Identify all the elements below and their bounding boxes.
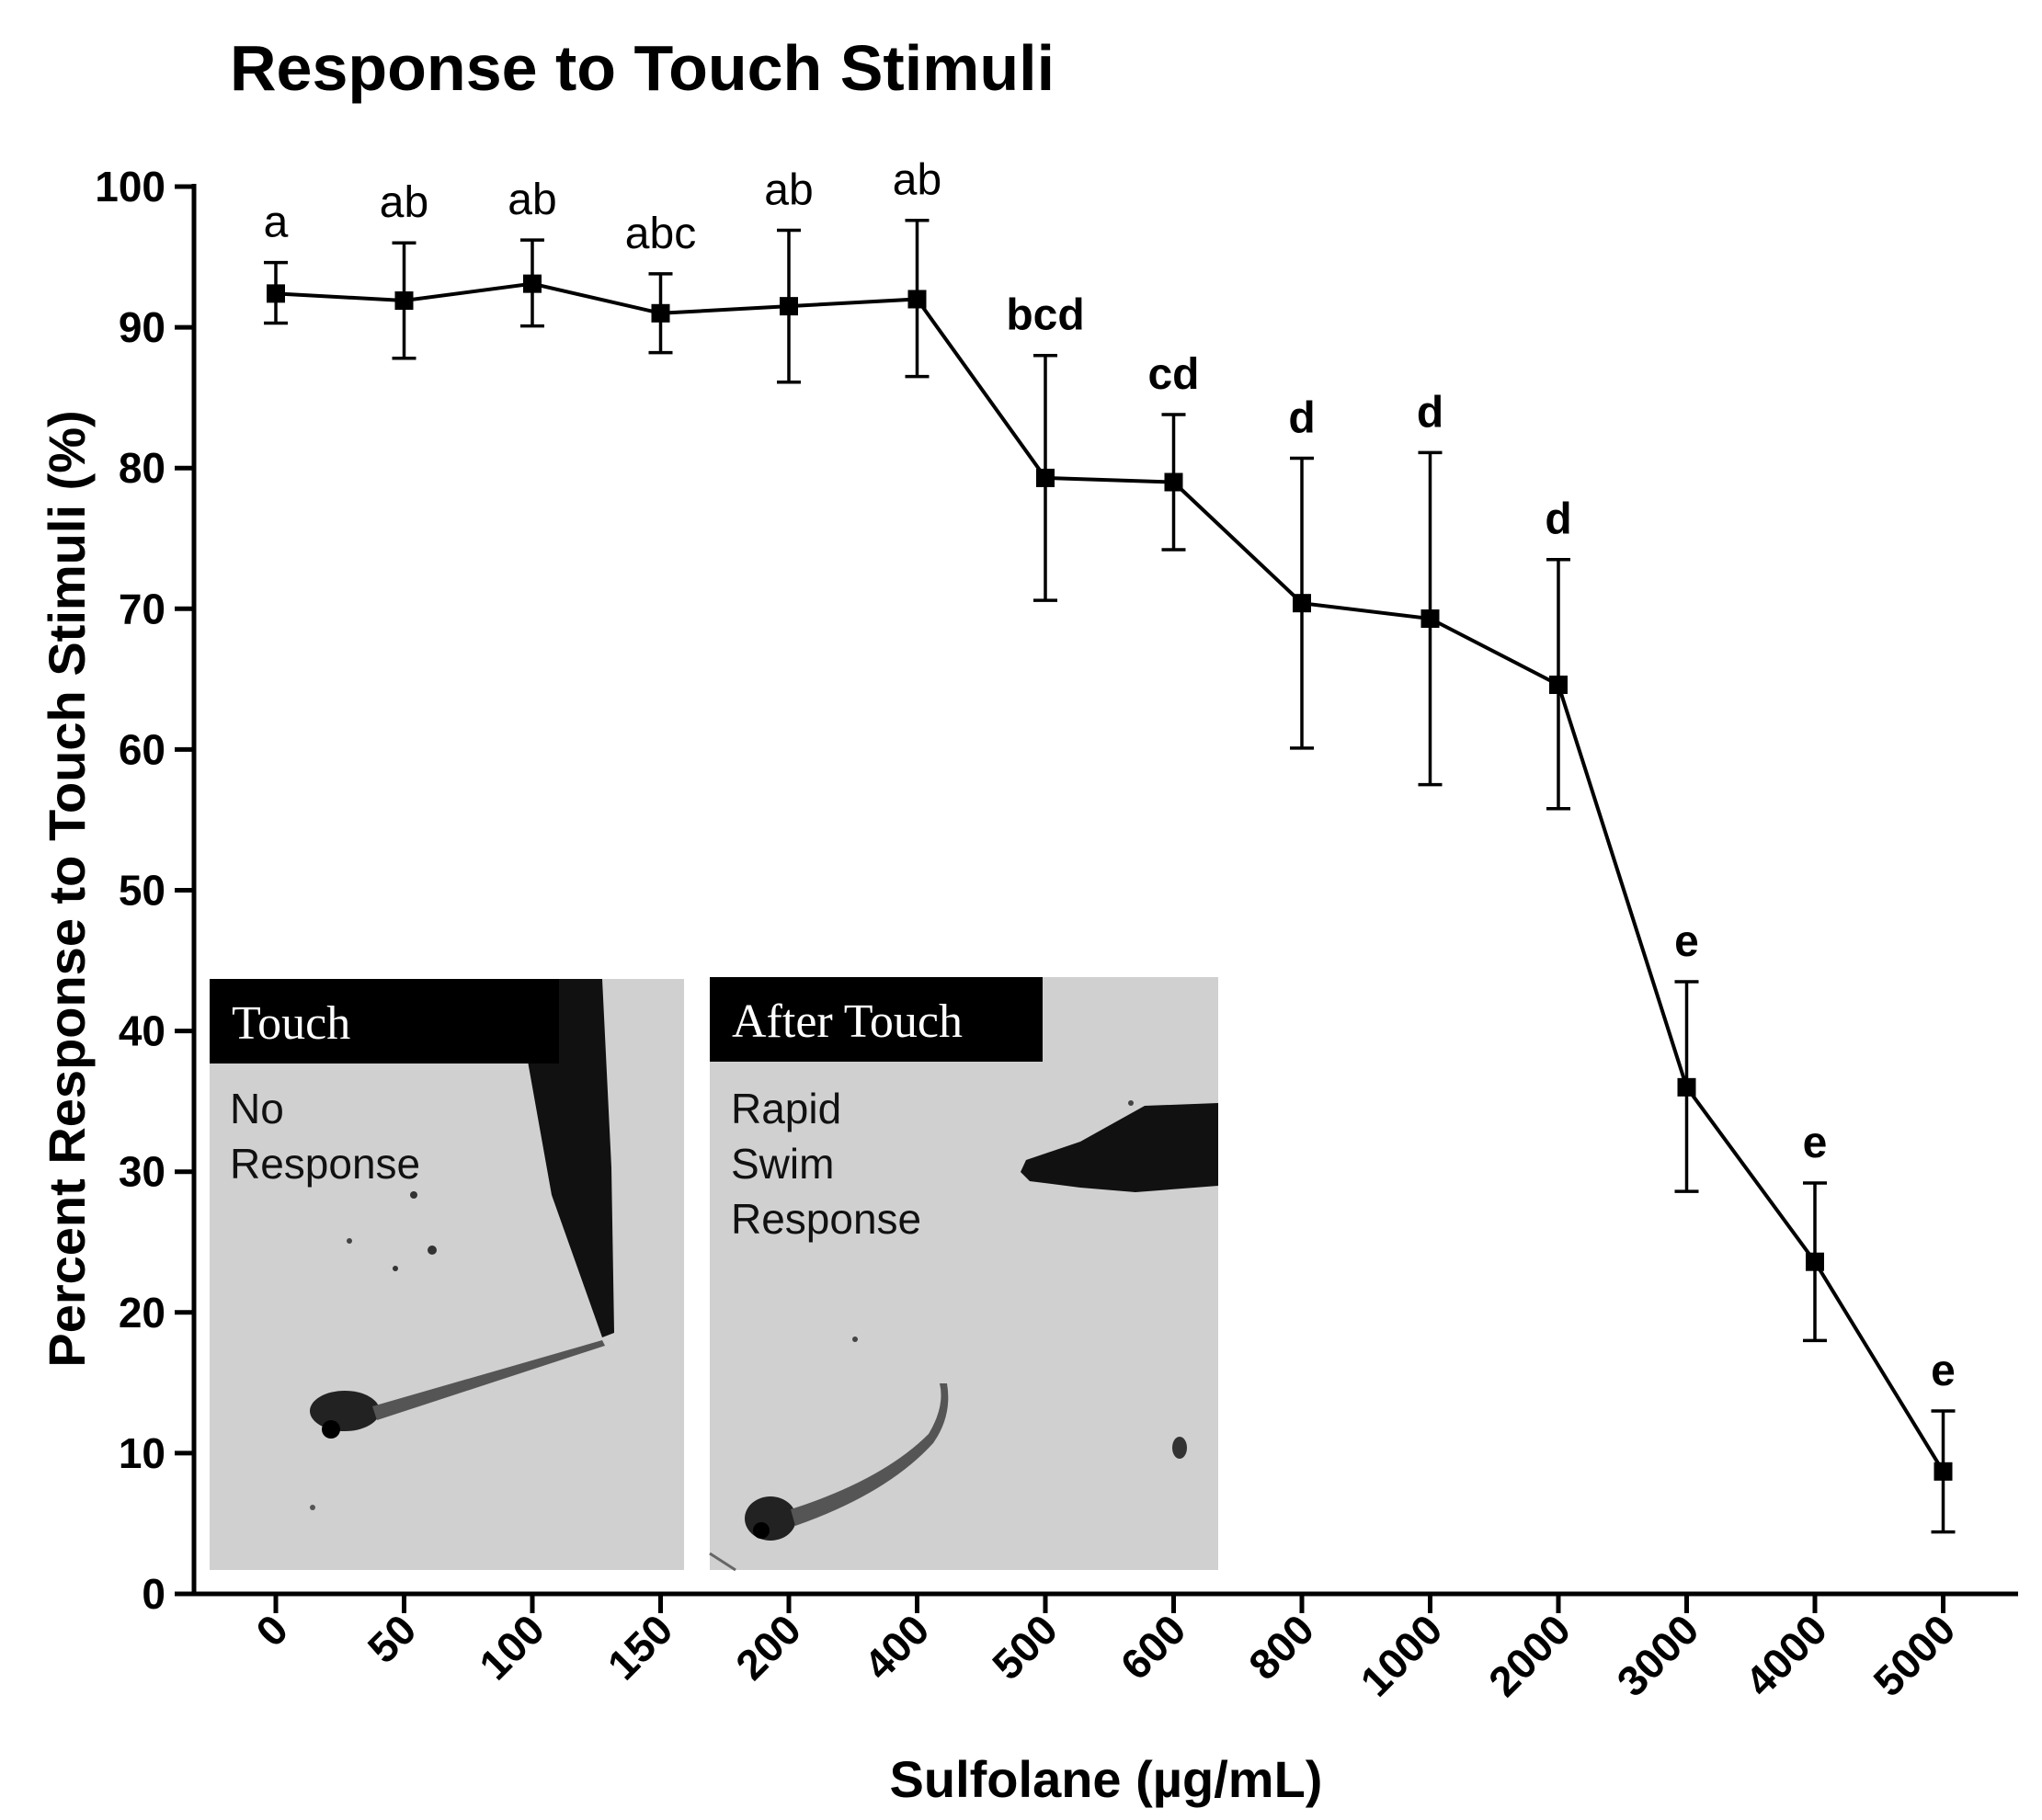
data-point [1677, 1077, 1696, 1097]
y-tick-label: 60 [119, 725, 165, 773]
significance-label: ab [893, 156, 941, 205]
significance-label: bcd [1006, 291, 1084, 340]
data-point [1549, 675, 1568, 694]
y-tick-label: 20 [119, 1289, 165, 1337]
y-axis-label: Percent Response to Touch Stimuli (%) [38, 410, 96, 1367]
larva-shape [310, 1340, 605, 1439]
data-point [394, 291, 414, 311]
y-ticks: 0 10 20 30 40 50 60 70 80 90 100 [95, 163, 194, 1618]
probe-shape [515, 979, 614, 1337]
x-axis-label: Sulfolane (µg/mL) [890, 1750, 1323, 1808]
annotations: a ab ab abc ab ab bcd cd d d d e e e [264, 156, 1956, 1395]
inset-tag-bar [210, 979, 559, 1064]
y-tick-label: 70 [119, 585, 165, 632]
inset-caption-line: Response [731, 1195, 921, 1243]
significance-label: e [1674, 917, 1699, 966]
inset-photo-after-touch: After Touch Rapid Swim Response [709, 977, 1218, 1572]
y-tick-label: 80 [119, 444, 165, 492]
y-tick-label: 30 [119, 1148, 165, 1196]
data-point [1164, 472, 1183, 492]
y-tick-label: 10 [119, 1429, 165, 1477]
inset-tag-touch: Touch [232, 997, 350, 1050]
significance-label: e [1803, 1119, 1828, 1167]
y-tick-label: 0 [142, 1570, 165, 1618]
data-point [523, 274, 542, 293]
inset-photo-touch: Touch No Response [210, 979, 684, 1570]
significance-label: ab [508, 176, 556, 224]
y-tick-label: 50 [119, 867, 165, 915]
significance-label: d [1288, 393, 1315, 442]
inset-caption-line: Rapid [731, 1085, 841, 1132]
data-point [1293, 594, 1311, 613]
significance-label: cd [1147, 350, 1199, 399]
significance-label: e [1931, 1347, 1956, 1395]
probe-shape [1021, 1103, 1218, 1192]
data-point [1420, 609, 1440, 629]
inset-caption-line: Swim [731, 1140, 834, 1188]
significance-label: d [1545, 495, 1571, 544]
inset-caption-line: Response [230, 1140, 420, 1188]
data-point [780, 297, 798, 316]
data-point [907, 290, 927, 309]
significance-label: ab [764, 165, 813, 214]
significance-label: abc [625, 210, 696, 258]
inset-tag-after-touch: After Touch [732, 995, 963, 1048]
inset-caption-line: No [230, 1085, 284, 1132]
y-tick-label: 90 [119, 303, 165, 351]
data-point [651, 303, 670, 323]
larva-shape [745, 1383, 949, 1541]
series-line [275, 281, 1945, 1473]
inset-tag-bar [710, 977, 1043, 1062]
data-point [1934, 1462, 1953, 1481]
data-point [1806, 1252, 1824, 1271]
y-tick-label: 40 [119, 1007, 165, 1055]
chart-title: Response to Touch Stimuli [230, 32, 1055, 104]
data-point [267, 284, 285, 303]
data-point [1036, 468, 1055, 487]
series [264, 218, 1956, 1534]
significance-label: d [1417, 388, 1443, 437]
significance-label: a [264, 199, 289, 247]
y-tick-label: 100 [95, 163, 165, 210]
significance-label: ab [380, 178, 428, 227]
